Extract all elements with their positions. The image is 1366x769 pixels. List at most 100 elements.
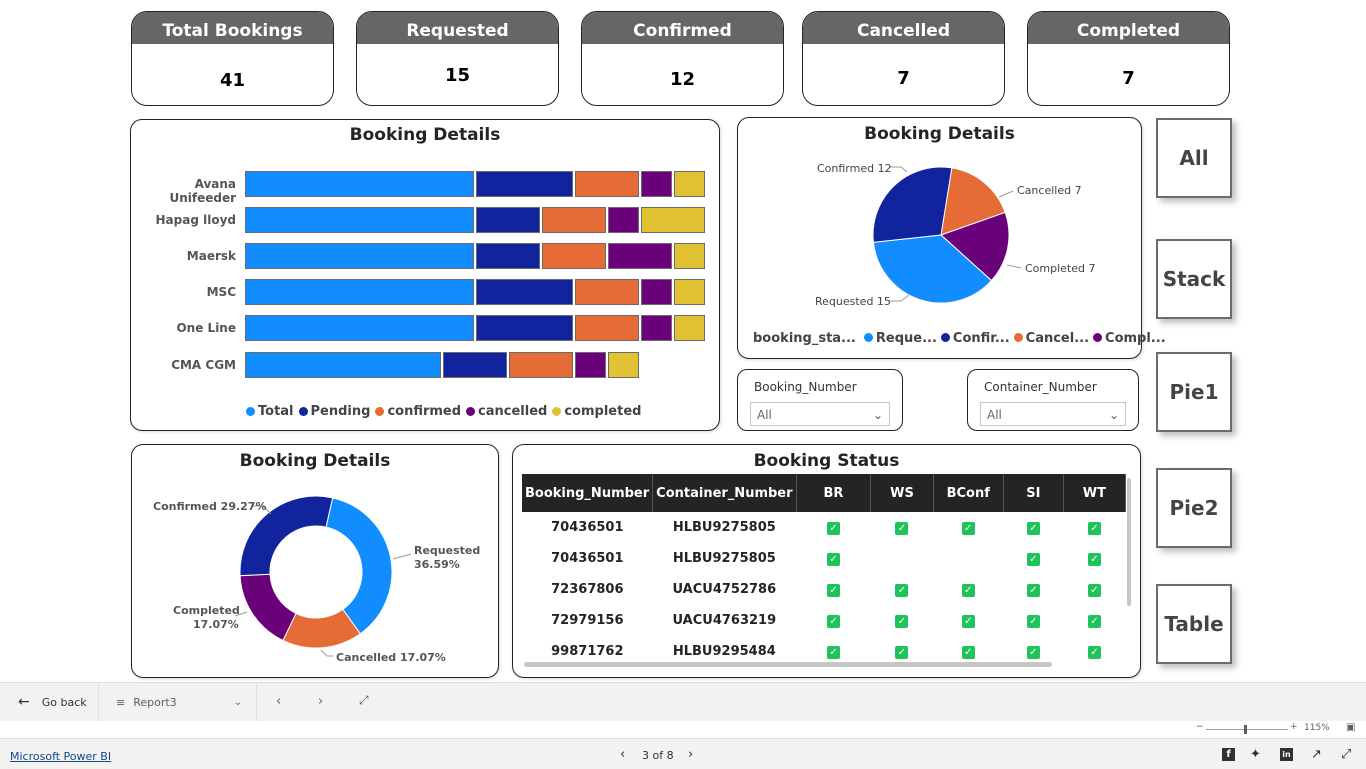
divider [256,683,257,721]
zoom-out-icon[interactable]: − [1196,722,1204,732]
donut-slice-confirmed[interactable] [239,495,334,577]
bar-segment-confirmed[interactable] [542,243,606,269]
check-icon: ✓ [826,646,840,659]
column-header-ws[interactable]: WS [870,474,934,512]
bar-segment-confirmed[interactable] [575,171,639,197]
column-header-wt[interactable]: WT [1063,474,1127,512]
zoom-slider[interactable] [1206,729,1288,730]
kpi-card-completed: Completed 7 [1027,11,1230,106]
fullscreen-icon[interactable]: ⤢ [1341,747,1352,762]
facebook-icon[interactable]: f [1222,748,1235,761]
table-row[interactable]: 70436501 HLBU9275805 ✓ ✓ ✓ [522,543,1126,574]
chevron-down-icon: ⌄ [233,696,242,708]
bar-segment-total[interactable] [245,279,474,305]
column-header-si[interactable]: SI [1003,474,1064,512]
bar-segment-cancelled[interactable] [575,352,606,378]
pie-legend-item-confirmed[interactable]: Confir... [940,331,1010,346]
table-row[interactable]: 72979156 UACU4763219 ✓ ✓ ✓ ✓ ✓ [522,605,1126,636]
table-row[interactable]: 72367806 UACU4752786 ✓ ✓ ✓ ✓ ✓ [522,574,1126,605]
bar-segment-total[interactable] [245,171,474,197]
pie-legend-item-cancelled[interactable]: Cancel... [1013,331,1089,346]
next-page-icon[interactable]: › [318,694,324,709]
bar-segment-total[interactable] [245,352,441,378]
table-row[interactable]: 99871762 HLBU9295484 ✓ ✓ ✓ ✓ ✓ [522,636,1126,667]
booking-number-dropdown[interactable]: All ⌄ [750,402,890,426]
booking-number-cell: 99871762 [551,644,624,659]
legend-item-total[interactable]: Total [246,404,294,419]
nav-button-stack[interactable]: Stack [1156,239,1232,319]
report-pages-dropdown[interactable]: ≡ Report3 ⌄ [116,683,244,721]
share-icon[interactable]: ↗ [1311,747,1322,762]
bar-segment-completed[interactable] [674,171,705,197]
bar-segment-pending[interactable] [443,352,507,378]
bar-segment-cancelled[interactable] [608,243,672,269]
pie-legend-item-completed[interactable]: Compl... [1093,331,1166,346]
status-cell: ✓ [933,512,1003,543]
column-header-br[interactable]: BR [796,474,872,512]
donut-slice-completed[interactable] [239,573,297,642]
previous-page-icon[interactable]: ‹ [620,747,626,762]
pie-legend-title: booking_sta... [753,331,856,346]
bar-segment-cancelled[interactable] [641,171,672,197]
table-vertical-scrollbar[interactable] [1127,478,1131,606]
nav-button-pie1[interactable]: Pie1 [1156,352,1232,432]
pie-legend-item-requested[interactable]: Reque... [863,331,937,346]
nav-button-pie2[interactable]: Pie2 [1156,468,1232,548]
column-header-booking-number[interactable]: Booking_Number [522,474,654,512]
bar-segment-total[interactable] [245,243,474,269]
linkedin-icon[interactable]: in [1280,748,1293,761]
fit-to-page-icon[interactable]: ▣ [1346,722,1356,733]
nav-button-table[interactable]: Table [1156,584,1232,664]
zoom-slider-thumb[interactable] [1244,725,1247,734]
pie-slice-cancelled[interactable] [940,167,1006,236]
table-row[interactable]: 70436501 HLBU9275805 ✓ ✓ ✓ ✓ ✓ [522,512,1126,543]
legend-dot [1013,333,1023,342]
bar-segment-pending[interactable] [476,171,573,197]
bar-segment-confirmed[interactable] [542,207,606,233]
bar-segment-completed[interactable] [608,352,639,378]
column-header-bconf[interactable]: BConf [933,474,1004,512]
power-bi-link[interactable]: Microsoft Power BI [10,750,112,763]
table-horizontal-scrollbar[interactable] [524,662,1052,667]
legend-label: Confir... [952,331,1010,346]
bar-segment-completed[interactable] [674,315,705,341]
bar-segment-confirmed[interactable] [509,352,573,378]
bar-segment-completed[interactable] [674,279,705,305]
zoom-in-icon[interactable]: + [1290,722,1298,732]
check-icon: ✓ [826,553,840,566]
bar-segment-completed[interactable] [641,207,705,233]
bar-segment-pending[interactable] [476,279,573,305]
kpi-value: 12 [669,69,696,90]
bar-segment-cancelled[interactable] [641,279,672,305]
container-number-dropdown[interactable]: All ⌄ [980,402,1126,426]
bar-segment-pending[interactable] [476,315,573,341]
bar-segment-pending[interactable] [476,207,540,233]
bar-segment-confirmed[interactable] [575,315,639,341]
column-header-container-number[interactable]: Container_Number [652,474,797,512]
kpi-label: Completed [1028,12,1229,44]
bar-segment-total[interactable] [245,315,474,341]
pie-slice-requested[interactable] [872,234,993,304]
go-back-button[interactable]: ← Go back [18,683,87,721]
legend-item-confirmed[interactable]: confirmed [375,404,461,419]
bar-segment-cancelled[interactable] [608,207,639,233]
pie-slice-confirmed[interactable] [872,166,953,243]
legend-item-cancelled[interactable]: cancelled [466,404,547,419]
previous-page-icon[interactable]: ‹ [276,694,282,709]
donut-slice-requested[interactable] [325,497,393,635]
pie-data-label: Requested 15 [815,295,891,308]
exit-fullscreen-icon[interactable]: ⤢ [359,693,369,707]
bar-segment-total[interactable] [245,207,474,233]
twitter-icon[interactable]: ✦ [1250,747,1261,762]
legend-item-completed[interactable]: completed [552,404,641,419]
legend-item-pending[interactable]: Pending [298,404,371,419]
nav-button-all[interactable]: All [1156,118,1232,198]
next-page-icon[interactable]: › [688,747,694,762]
bar-segment-cancelled[interactable] [641,315,672,341]
bar-segment-confirmed[interactable] [575,279,639,305]
pie-slice-completed[interactable] [940,211,1010,282]
bar-segment-completed[interactable] [674,243,705,269]
bar-segment-pending[interactable] [476,243,540,269]
legend-label: Pending [310,404,371,419]
container-number-cell: UACU4763219 [672,613,777,628]
